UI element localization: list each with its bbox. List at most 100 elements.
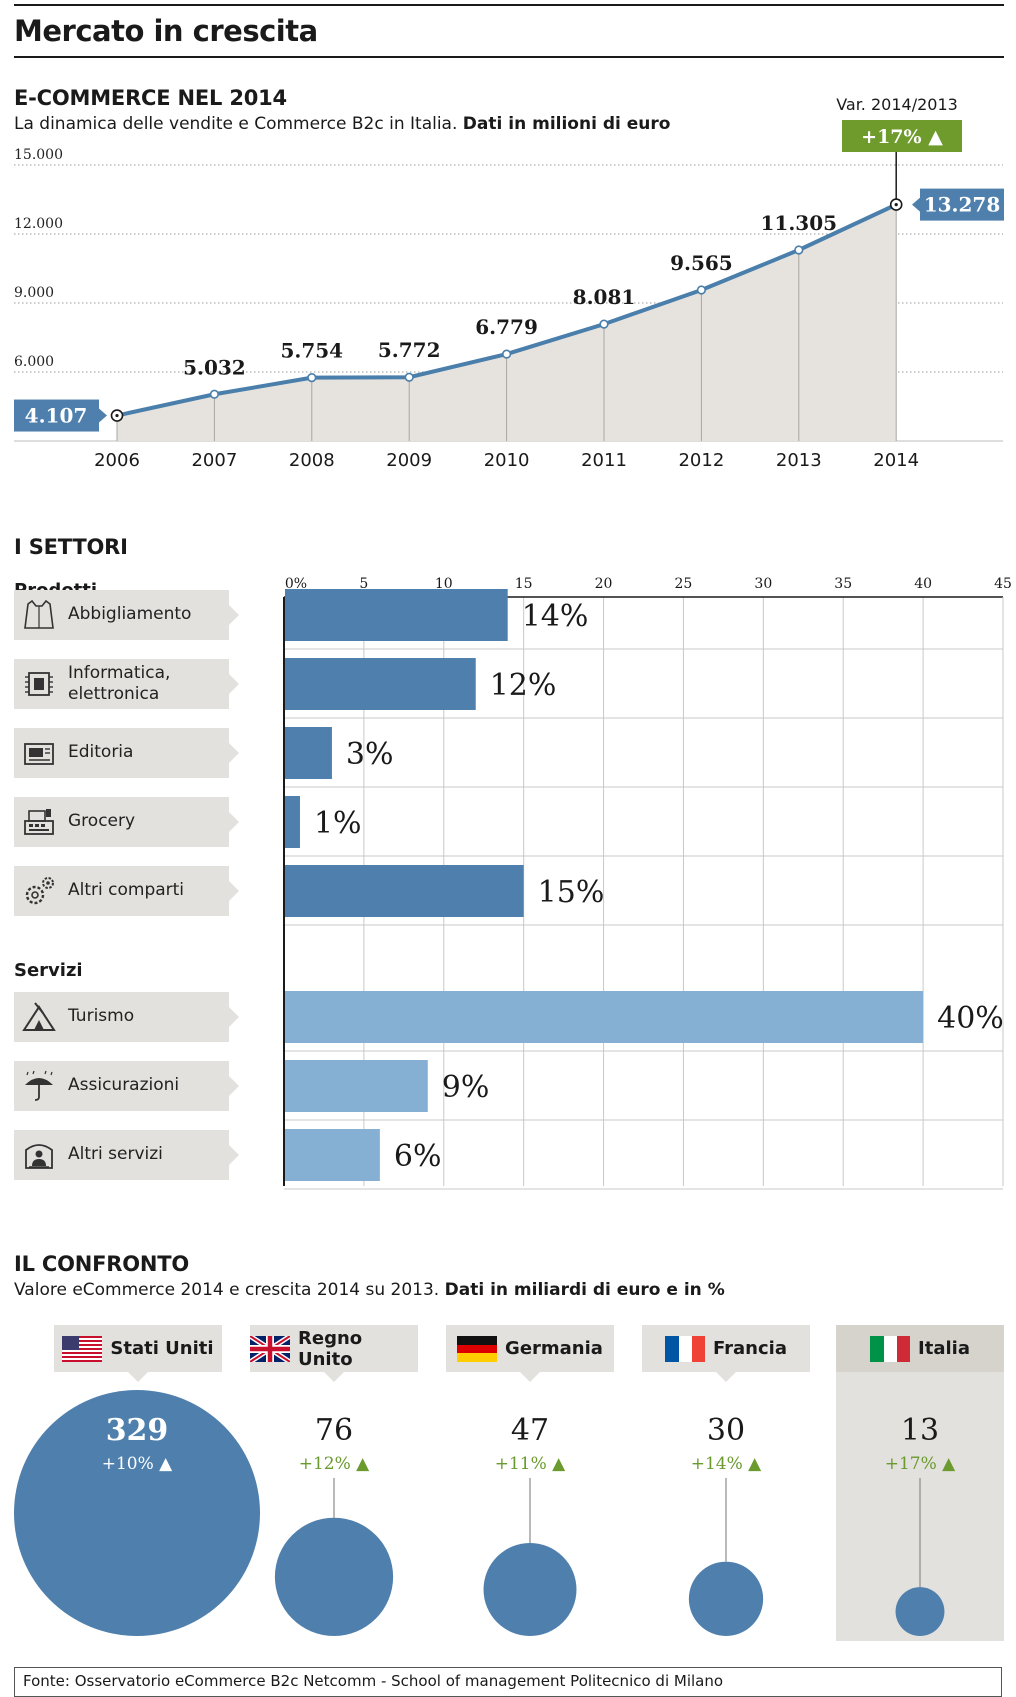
end-value-pointer	[912, 197, 920, 212]
bar	[285, 1129, 380, 1181]
country-tab: Francia	[642, 1325, 810, 1382]
label-pointer	[229, 743, 239, 763]
x-tick-label: 20	[595, 576, 613, 592]
x-tick-label: 35	[834, 576, 852, 592]
source-footer: Fonte: Osservatorio eCommerce B2c Netcom…	[14, 1667, 1002, 1697]
country-value: 329	[105, 1413, 169, 1448]
end-value-label: 13.278	[924, 193, 1001, 217]
x-tick-label: 2010	[484, 450, 530, 471]
cash-register-icon	[20, 805, 58, 839]
sector-label: Informatica, elettronica	[68, 662, 171, 704]
y-tick-label: 6.000	[14, 354, 54, 370]
sectors-title: I SETTORI	[14, 535, 128, 559]
y-tick-label: 12.000	[14, 216, 63, 232]
sector-label-box: Altri comparti	[14, 866, 239, 916]
data-point	[209, 389, 219, 399]
data-point	[307, 373, 317, 383]
data-point	[696, 285, 707, 295]
start-value-label: 4.107	[25, 404, 88, 428]
country-tab: Regno Unito	[248, 1325, 418, 1382]
sector-label: Assicurazioni	[68, 1075, 180, 1096]
country-name: Francia	[713, 1338, 787, 1359]
bar-chart: 0% 5 10 15 20 25 30 35 40 45 14% 12% 3% 1% 15% 40% 9%6%	[283, 576, 1012, 1190]
sector-label: Abbigliamento	[68, 604, 192, 625]
line-chart: 15.000 12.000 9.000 6.000 5.032 5.754 5.772 6.…	[14, 95, 1004, 471]
bar	[285, 991, 924, 1043]
bar	[285, 589, 508, 641]
booth-icon	[20, 1138, 58, 1172]
country-name: Regno Unito	[298, 1327, 363, 1370]
value-label: 6.779	[475, 315, 538, 339]
country-growth: +10% ▲	[101, 1454, 173, 1474]
x-tick-label: 0%	[285, 576, 307, 592]
country-value: 13	[900, 1413, 940, 1448]
bar-value-label: 14%	[522, 599, 589, 634]
services-label: Servizi	[14, 960, 83, 981]
title-rule	[14, 56, 1004, 58]
x-tick-label: 45	[994, 576, 1012, 592]
y-tick-label: 9.000	[14, 285, 54, 301]
value-bubble	[483, 1543, 577, 1636]
label-pointer	[229, 881, 239, 901]
country-growth: +11% ▲	[494, 1454, 566, 1474]
sector-label-box: Turismo	[14, 992, 239, 1042]
variation-badge-text: +17% ▲	[861, 126, 943, 148]
label-pointer	[229, 1007, 239, 1027]
bar-value-label: 15%	[538, 875, 605, 910]
variation-badge	[842, 120, 962, 152]
bar-value-label: 40%	[937, 1001, 1004, 1036]
line-chart-title: E-COMMERCE NEL 2014	[14, 86, 287, 110]
label-pointer	[229, 605, 239, 625]
label-pointer	[229, 1145, 239, 1165]
bar-value-label: 3%	[346, 737, 394, 772]
data-point	[404, 372, 414, 382]
line-chart-subtitle-bold: Dati in milioni di euro	[462, 114, 671, 134]
value-bubble	[14, 1390, 260, 1636]
page-title: Mercato in crescita	[14, 14, 318, 48]
line-chart-subtitle: La dinamica delle vendite e Commerce B2c…	[14, 114, 670, 134]
bar-value-label: 6%	[394, 1139, 442, 1174]
x-tick-label: 2014	[873, 450, 919, 471]
sector-label: Turismo	[68, 1006, 135, 1027]
sector-label-box: Grocery	[14, 797, 239, 847]
tab-pointer	[128, 1372, 148, 1382]
gears-icon	[20, 874, 58, 908]
tab-pointer	[520, 1372, 540, 1382]
country-name: Italia	[918, 1338, 970, 1359]
country-growth: +17% ▲	[884, 1454, 956, 1474]
bar	[285, 658, 476, 710]
x-tick-label: 2013	[776, 450, 822, 471]
compare-subtitle-plain: Valore eCommerce 2014 e crescita 2014 su…	[14, 1280, 445, 1300]
us-flag-icon	[62, 1335, 103, 1362]
sector-label: Altri servizi	[68, 1144, 163, 1165]
start-value-box	[14, 399, 99, 432]
compare-subtitle: Valore eCommerce 2014 e crescita 2014 su…	[14, 1280, 725, 1300]
end-value-box	[920, 188, 1004, 221]
value-label: 9.565	[670, 251, 733, 275]
country-name: Germania	[505, 1338, 603, 1359]
x-tick-label: 2008	[289, 450, 335, 471]
umbrella-icon	[20, 1069, 58, 1103]
x-tick-label: 2006	[94, 450, 140, 471]
bar-value-label: 12%	[490, 668, 557, 703]
value-label: 8.081	[573, 285, 636, 309]
x-tick-label: 30	[754, 576, 772, 592]
start-value-pointer	[99, 408, 107, 423]
y-tick-label: 15.000	[14, 147, 63, 163]
it-flag-icon	[870, 1335, 911, 1362]
data-point	[502, 349, 512, 359]
x-tick-label: 2009	[386, 450, 432, 471]
value-bubble	[895, 1587, 945, 1636]
bar	[285, 865, 524, 917]
compare-subtitle-bold: Dati in miliardi di euro e in %	[444, 1280, 725, 1300]
top-rule	[14, 4, 1004, 6]
compare-title: IL CONFRONTO	[14, 1252, 190, 1276]
data-point-center	[115, 413, 119, 418]
value-label: 5.772	[378, 338, 441, 362]
bar	[285, 727, 332, 779]
value-label: 11.305	[761, 211, 838, 235]
value-bubble	[688, 1561, 764, 1636]
bar	[285, 1060, 428, 1112]
value-bubble	[274, 1517, 394, 1636]
country-value: 30	[706, 1413, 746, 1448]
